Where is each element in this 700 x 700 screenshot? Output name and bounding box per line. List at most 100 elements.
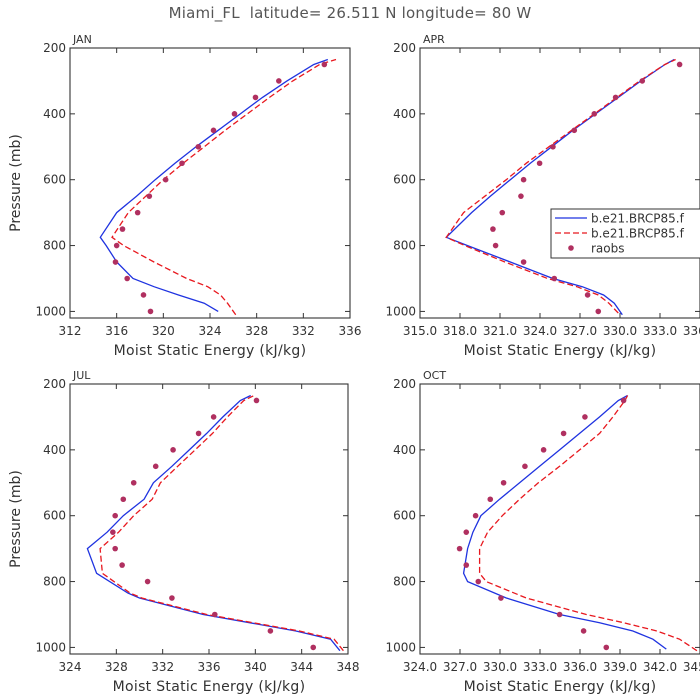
raobs-point	[119, 562, 125, 568]
raobs-point	[591, 111, 598, 117]
y-tick-label: 600	[393, 173, 416, 187]
raobs-point	[540, 447, 547, 453]
y-tick-label: 800	[393, 575, 416, 589]
y-tick-label: 200	[43, 377, 66, 391]
raobs-point	[253, 397, 260, 404]
x-axis-label: Moist Static Energy (kJ/kg)	[464, 343, 657, 359]
raobs-point	[169, 595, 175, 601]
raobs-point	[472, 512, 479, 519]
panel-jul: JUL 324 328 332 336 340 344 348 200 400 600 800 1000…	[8, 369, 359, 695]
panel-oct: OCT 324.0 327.0 330.0 333.0 336.0 339.0 342.0 34…	[385, 369, 700, 695]
legend-marker	[568, 245, 574, 251]
raobs-point	[321, 61, 328, 68]
x-tick-label: 340	[244, 660, 267, 674]
raobs-point	[487, 496, 494, 503]
x-tick-label: 324	[199, 324, 222, 338]
series-line-solid	[462, 394, 667, 650]
figure-title: Miami_FL latitude= 26.511 N longitude= 8…	[168, 4, 532, 22]
raobs-point	[210, 414, 217, 420]
x-tick-label: 324.0	[403, 660, 437, 674]
data-layer	[445, 58, 683, 316]
y-tick-label: 600	[43, 173, 66, 187]
x-tick-label: 321.0	[483, 324, 517, 338]
y-tick-label: 400	[393, 107, 416, 121]
y-tick-label: 1000	[35, 304, 66, 318]
y-tick-label: 1000	[385, 640, 416, 654]
panel-title: JUL	[72, 369, 91, 382]
x-tick-label: 328	[105, 660, 128, 674]
raobs-point	[140, 292, 147, 298]
y-tick-label: 400	[43, 443, 66, 457]
raobs-point	[124, 275, 130, 282]
raobs-point	[130, 479, 137, 486]
raobs-point	[463, 529, 470, 535]
series-line-dashed	[445, 58, 676, 314]
raobs-point	[112, 545, 118, 552]
x-tick-label: 312	[59, 324, 82, 338]
raobs-point	[560, 430, 567, 437]
y-tick-label: 1000	[35, 640, 66, 654]
raobs-point	[520, 259, 527, 265]
x-tick-label: 327.0	[443, 660, 477, 674]
raobs-point	[612, 94, 619, 101]
plot-frame	[69, 383, 349, 655]
x-tick-label: 316	[105, 324, 128, 338]
x-tick-label: 342.0	[643, 660, 677, 674]
raobs-point	[113, 242, 120, 249]
raobs-point	[582, 414, 588, 420]
y-tick-label: 400	[43, 107, 66, 121]
raobs-point	[595, 308, 602, 315]
x-tick-label: 330.0	[483, 660, 517, 674]
raobs-point	[144, 578, 151, 585]
raobs-point	[500, 479, 507, 486]
y-tick-label: 800	[43, 575, 66, 589]
raobs-point	[110, 529, 116, 535]
series-line-dashed	[111, 58, 337, 316]
raobs-point	[119, 226, 126, 232]
x-tick-label: 336	[339, 324, 362, 338]
legend-label: raobs	[591, 242, 625, 256]
raobs-point	[520, 176, 527, 183]
raobs-point	[550, 143, 556, 150]
raobs-point	[134, 209, 141, 216]
raobs-point	[210, 127, 217, 134]
y-tick-label: 400	[393, 443, 416, 457]
panel-title: APR	[423, 33, 445, 46]
raobs-point	[676, 61, 683, 68]
x-tick-label: 315.0	[403, 324, 437, 338]
series-line-solid	[99, 58, 329, 312]
raobs-point	[475, 578, 482, 585]
raobs-point	[195, 143, 202, 150]
x-tick-label: 324.0	[523, 324, 557, 338]
x-tick-label: 336.0	[563, 660, 597, 674]
y-tick-label: 600	[393, 509, 416, 523]
x-tick-label: 348	[337, 660, 360, 674]
y-tick-label: 1000	[385, 304, 416, 318]
raobs-point	[112, 259, 119, 265]
y-axis-label: Pressure (mb)	[8, 134, 24, 232]
raobs-point	[252, 94, 259, 101]
panel-jan: JAN 312 316 320 324 328 332 336 200 400 600 800 1000…	[8, 33, 361, 359]
plot-frame	[419, 47, 700, 319]
raobs-point	[556, 611, 563, 618]
raobs-point	[146, 193, 153, 199]
x-tick-label: 332	[151, 660, 174, 674]
x-tick-label: 318.0	[443, 324, 477, 338]
panel-apr: APR 315.0 318.0 321.0 324.0 327.0 330.0 333.0 33…	[385, 33, 700, 359]
raobs-point	[276, 78, 282, 84]
x-tick-label: 345.0	[683, 660, 700, 674]
x-tick-label: 333.0	[523, 660, 557, 674]
raobs-point	[580, 628, 587, 634]
raobs-point	[551, 275, 558, 282]
data-layer	[86, 394, 344, 652]
raobs-point	[490, 226, 496, 232]
plot-frame	[69, 47, 351, 319]
raobs-point	[518, 193, 524, 199]
x-tick-label: 333.0	[643, 324, 677, 338]
y-tick-label: 800	[393, 239, 416, 253]
raobs-point	[498, 595, 504, 601]
y-tick-label: 200	[393, 41, 416, 55]
raobs-point	[310, 644, 317, 651]
